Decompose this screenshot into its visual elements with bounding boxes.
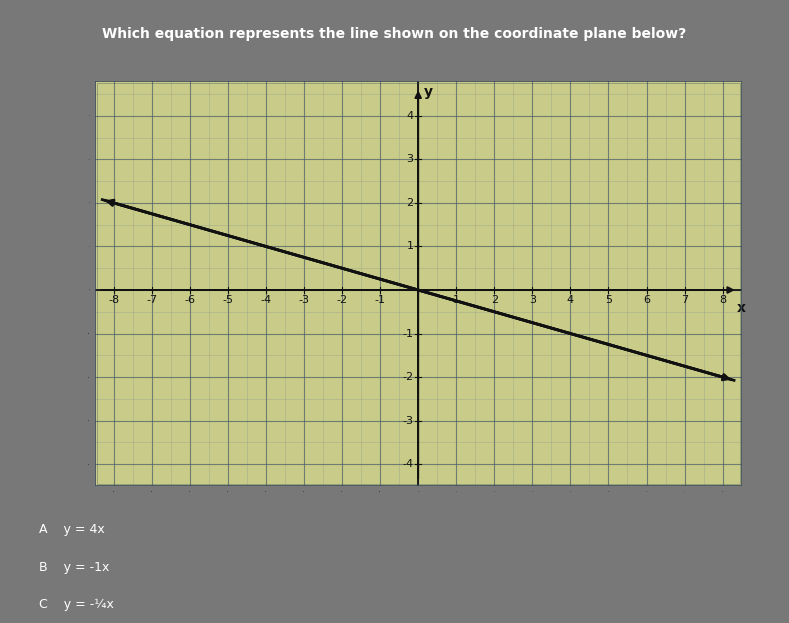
Text: 3: 3 [529, 295, 536, 305]
Text: Which equation represents the line shown on the coordinate plane below?: Which equation represents the line shown… [103, 27, 686, 40]
Text: -7: -7 [146, 295, 157, 305]
Text: 2: 2 [491, 295, 498, 305]
Text: -3: -3 [298, 295, 309, 305]
Text: 4: 4 [567, 295, 574, 305]
Text: C    y = -¼x: C y = -¼x [39, 598, 114, 611]
Text: -2: -2 [336, 295, 348, 305]
Text: -4: -4 [260, 295, 271, 305]
Text: 1: 1 [406, 242, 413, 252]
Text: -3: -3 [402, 416, 413, 426]
Text: 8: 8 [719, 295, 726, 305]
Text: -1: -1 [402, 328, 413, 338]
Text: 6: 6 [643, 295, 650, 305]
Text: -8: -8 [108, 295, 119, 305]
Text: -1: -1 [375, 295, 386, 305]
Text: -2: -2 [402, 372, 413, 382]
Text: 5: 5 [605, 295, 612, 305]
Text: 3: 3 [406, 155, 413, 164]
Text: 7: 7 [681, 295, 688, 305]
Text: -4: -4 [402, 459, 413, 469]
Text: A    y = 4x: A y = 4x [39, 523, 105, 536]
Text: -6: -6 [185, 295, 196, 305]
Text: x: x [737, 301, 746, 315]
Text: B    y = -1x: B y = -1x [39, 561, 110, 574]
Text: -5: -5 [222, 295, 234, 305]
Text: 2: 2 [406, 198, 413, 208]
Text: 1: 1 [453, 295, 460, 305]
Text: 4: 4 [406, 111, 413, 121]
Text: y: y [424, 85, 433, 99]
